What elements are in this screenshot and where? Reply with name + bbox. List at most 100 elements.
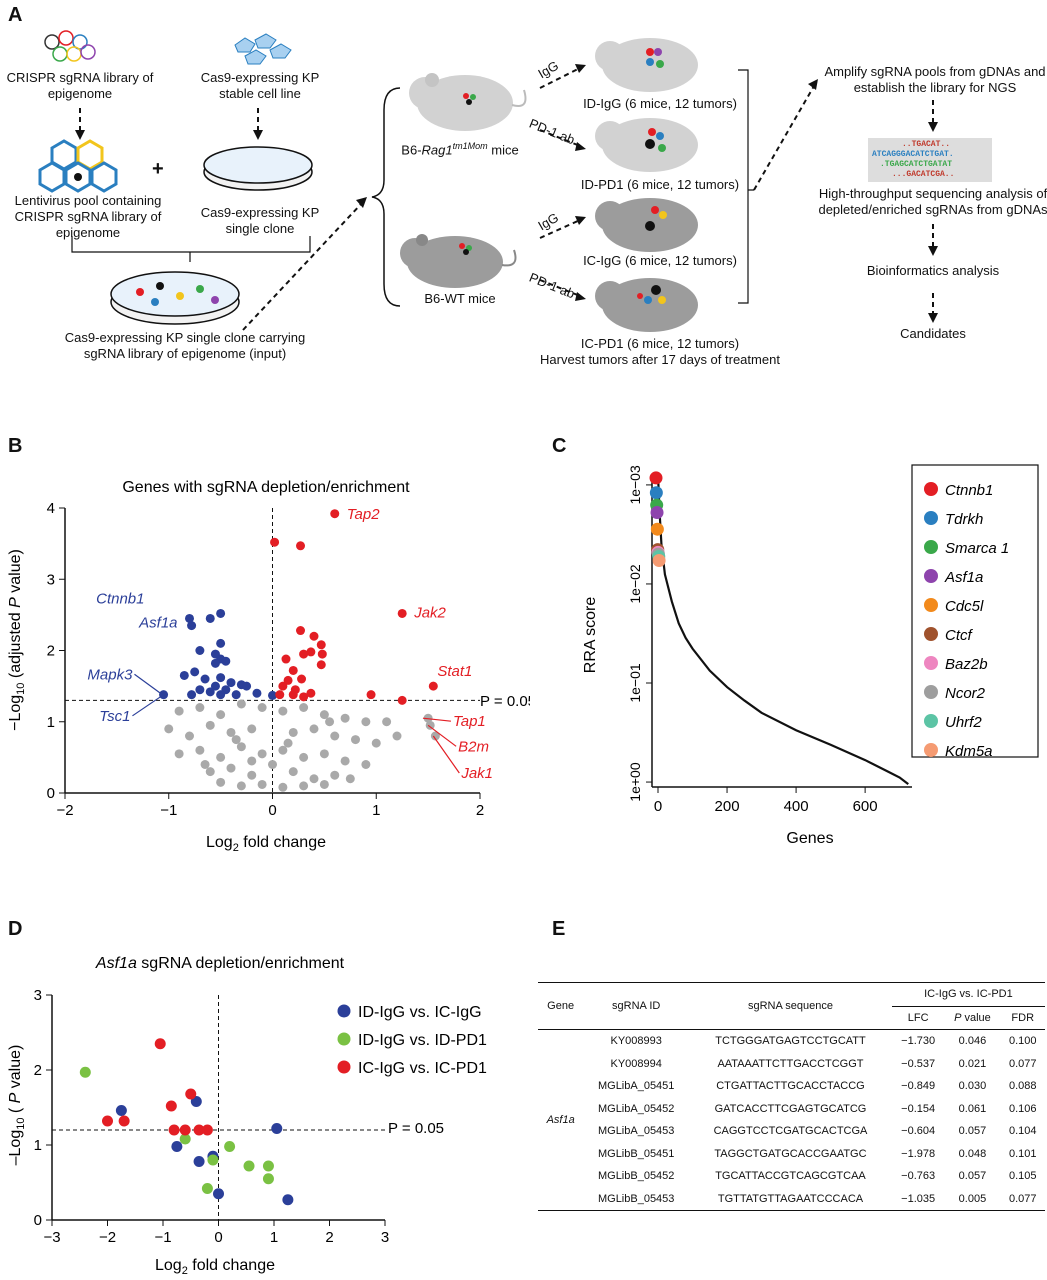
table-cell: CAGGTCCTCGATGCACTCGA — [713, 1125, 868, 1138]
chart-c-y-tick-label: 1e−01 — [627, 663, 643, 703]
chart-d-x-tick-label: 2 — [325, 1229, 333, 1246]
col-group: IC-IgG vs. IC-PD1 — [891, 982, 1045, 1007]
chart-c-legend-swatch — [924, 511, 938, 525]
chart-b-point-grey — [257, 779, 267, 789]
chart-b-point-red — [317, 649, 327, 659]
id-pd1-group-label: ID-PD1 (6 mice, 12 tumors) — [580, 177, 740, 192]
sequence-reads: ..TGACAT.. ATCAGGGACATCTGAT. .TGAGCATCTG… — [872, 140, 955, 179]
chart-b-x-tick-label: 2 — [476, 802, 484, 819]
table-cell: 0.057 — [958, 1170, 987, 1183]
table-cell: TAGGCTGATGCACCGAATGC — [714, 1147, 867, 1160]
chart-d-x-tick-label: 0 — [214, 1229, 222, 1246]
chart-c-y-tick-label: 1e−02 — [627, 564, 643, 604]
table-cell: 0.057 — [958, 1125, 987, 1138]
chart-d-x-tick-label: −2 — [99, 1229, 116, 1246]
chart-b-point-red — [306, 647, 316, 657]
chart-b-point-blue — [210, 658, 220, 668]
chart-b-point-blue — [221, 656, 231, 666]
chart-b-y-tick-label: 2 — [47, 643, 55, 660]
col-sgrna-id: sgRNA ID — [612, 1000, 661, 1012]
chart-b-point-blue — [159, 690, 169, 700]
chart-b-point-grey — [371, 738, 381, 748]
chart-d-point — [213, 1188, 224, 1200]
chart-c-legend-swatch — [924, 482, 938, 496]
chart-d-point — [201, 1183, 213, 1194]
chart-b-label-leader — [422, 717, 452, 722]
chart-b-point-grey — [319, 749, 329, 759]
chart-b-gene-label: Jak1 — [460, 765, 493, 782]
chart-b-point-grey — [283, 738, 293, 748]
harvest-label: Harvest tumors after 17 days of treatmen… — [540, 352, 780, 367]
table-cell-gene: Asf1a — [546, 1114, 575, 1126]
chart-d-point — [179, 1124, 191, 1136]
table-cell: MGLibA_05452 — [597, 1102, 675, 1115]
panel-b-label: B — [8, 435, 23, 457]
chart-b-point-grey — [236, 699, 246, 709]
id-igg-group-label: ID-IgG (6 mice, 12 tumors) — [583, 96, 737, 111]
chart-c-legend-label: Cdc5l — [945, 598, 984, 615]
mouse-icon-wt — [400, 234, 517, 288]
amplify-label: Amplify sgRNA pools from gDNAs and estab… — [824, 64, 1046, 95]
chart-d-x-tick-label: −1 — [154, 1229, 171, 1246]
chart-b-y-tick-label: 4 — [47, 500, 55, 517]
mouse-icon-rag — [409, 73, 527, 131]
table-cell: MGLibB_05451 — [597, 1147, 675, 1160]
chart-b-point-grey — [288, 767, 298, 777]
chart-c-gene-point — [649, 471, 663, 485]
chart-b-point-blue — [190, 667, 200, 677]
chart-d-point — [282, 1194, 294, 1206]
table-cell: MGLibA_05451 — [597, 1080, 675, 1093]
panel-a-label: A — [8, 4, 23, 26]
chart-b-point-red — [297, 674, 307, 684]
chart-d-point — [193, 1124, 205, 1136]
chart-b-point-grey — [340, 756, 350, 766]
table-cell: 0.005 — [958, 1192, 987, 1205]
chart-d-legend-swatch — [337, 1060, 351, 1074]
chart-c-gene-point — [652, 554, 666, 568]
chart-b-point-red — [275, 690, 285, 700]
input-clone-label: Cas9-expressing KP single clone carrying… — [64, 330, 306, 361]
chart-d-point — [115, 1105, 127, 1116]
table-row: MGLibA_05451 CTGATTACTTGCACCTACCG −0.849 0.… — [538, 1075, 1045, 1098]
chart-b-gene-label: Stat1 — [437, 663, 472, 680]
chart-b-gene-label: Ctnnb1 — [96, 590, 144, 607]
chart-b-point-red — [309, 631, 319, 641]
table-cell: −1.978 — [901, 1147, 936, 1160]
chart-b-point-grey — [236, 781, 246, 791]
sgrna-table: Gene sgRNA ID sgRNA sequence IC-IgG vs. … — [538, 982, 1045, 1211]
chart-b-gene-label: Asf1a — [138, 615, 177, 632]
lentivirus-pool-icon — [38, 139, 118, 193]
chart-b-point-blue — [268, 690, 277, 700]
mouse-icon-id-igg — [595, 38, 698, 92]
chart-b-point-red — [270, 537, 280, 547]
chart-b-point-grey — [288, 727, 298, 737]
chart-b-point-blue — [226, 678, 236, 688]
chart-b-point-grey — [195, 745, 205, 755]
chart-d-point — [79, 1066, 91, 1078]
chart-c-gene-point — [650, 506, 664, 520]
chart-c-y-tick-label: 1e−03 — [627, 465, 643, 505]
chart-b-point-grey — [299, 752, 309, 762]
chart-b-point-grey — [299, 781, 309, 791]
chart-b-point-blue — [185, 613, 194, 623]
bioinformatics-label: Bioinformatics analysis — [866, 263, 1000, 278]
chart-c-legend-swatch — [924, 656, 938, 670]
table-row: MGLibB_05453 TGTTATGTTAGAATCCCACA −1.035 0.… — [538, 1188, 1045, 1211]
chart-b-point-grey — [361, 717, 371, 727]
cas9-line-label: Cas9-expressing KP stable cell line — [200, 70, 320, 101]
chart-d-legend-swatch — [337, 1004, 351, 1018]
chart-c-legend-swatch — [924, 627, 938, 641]
chart-b-point-red — [296, 626, 306, 636]
chart-d-y-tick-label: 0 — [34, 1212, 42, 1229]
chart-b-point-grey — [216, 752, 226, 762]
chart-b-point-blue — [179, 670, 189, 680]
chart-d-y-tick-label: 2 — [34, 1062, 42, 1079]
chart-b-point-grey — [345, 774, 355, 784]
plus-sign: + — [152, 158, 164, 180]
table-cell: 0.105 — [1008, 1170, 1037, 1183]
chart-d-point — [243, 1160, 255, 1172]
chart-b-gene-label: Tap1 — [453, 713, 486, 730]
mouse-icon-ic-igg — [595, 198, 698, 252]
chart-b-title: Genes with sgRNA depletion/enrichment — [122, 479, 410, 496]
table-row: KY008994 AATAAATTCTTGACCTCGGT −0.537 0.021 0… — [538, 1053, 1045, 1076]
